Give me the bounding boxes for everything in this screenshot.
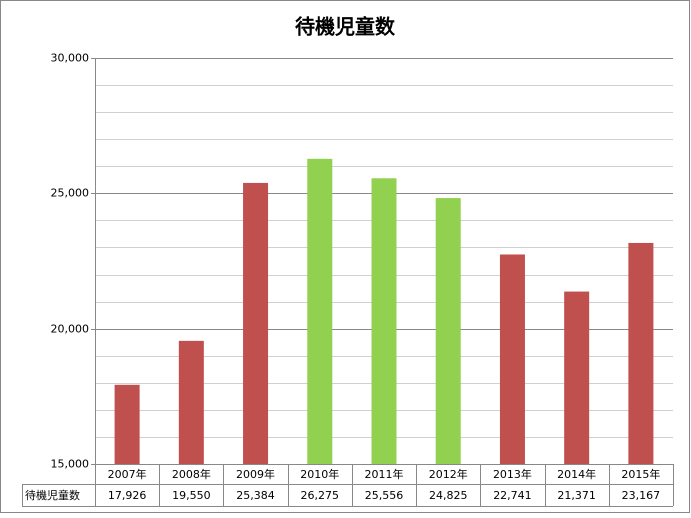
table-value: 21,371: [557, 489, 596, 502]
y-tick-label: 15,000: [51, 458, 90, 471]
x-tick-label: 2013年: [493, 467, 532, 481]
table-value: 24,825: [429, 489, 468, 502]
y-tick-label: 30,000: [51, 52, 90, 65]
table-value: 22,741: [493, 489, 532, 502]
bar: [564, 291, 590, 464]
y-tick-label: 25,000: [51, 187, 90, 200]
bar: [435, 198, 461, 464]
x-tick-label: 2008年: [172, 467, 211, 481]
bar: [628, 242, 654, 464]
table-value: 26,275: [301, 489, 340, 502]
x-tick-label: 2007年: [108, 467, 147, 481]
bar: [307, 158, 333, 464]
bar: [371, 178, 397, 464]
x-tick-label: 2015年: [621, 467, 660, 481]
x-tick-label: 2014年: [557, 467, 596, 481]
y-tick-label: 20,000: [51, 323, 90, 336]
table-value: 17,926: [108, 489, 147, 502]
x-tick-label: 2012年: [429, 467, 468, 481]
bar: [114, 384, 140, 464]
x-tick-label: 2010年: [300, 467, 339, 481]
bar: [178, 340, 204, 464]
table-row-label: 待機児童数: [25, 488, 80, 502]
bar: [499, 254, 525, 464]
table-value: 19,550: [172, 489, 211, 502]
x-tick-label: 2011年: [365, 467, 404, 481]
bar: [243, 182, 269, 464]
chart-title: 待機児童数: [295, 15, 396, 39]
table-value: 25,384: [236, 489, 275, 502]
table-value: 25,556: [365, 489, 404, 502]
table-value: 23,167: [622, 489, 661, 502]
x-tick-label: 2009年: [236, 467, 275, 481]
